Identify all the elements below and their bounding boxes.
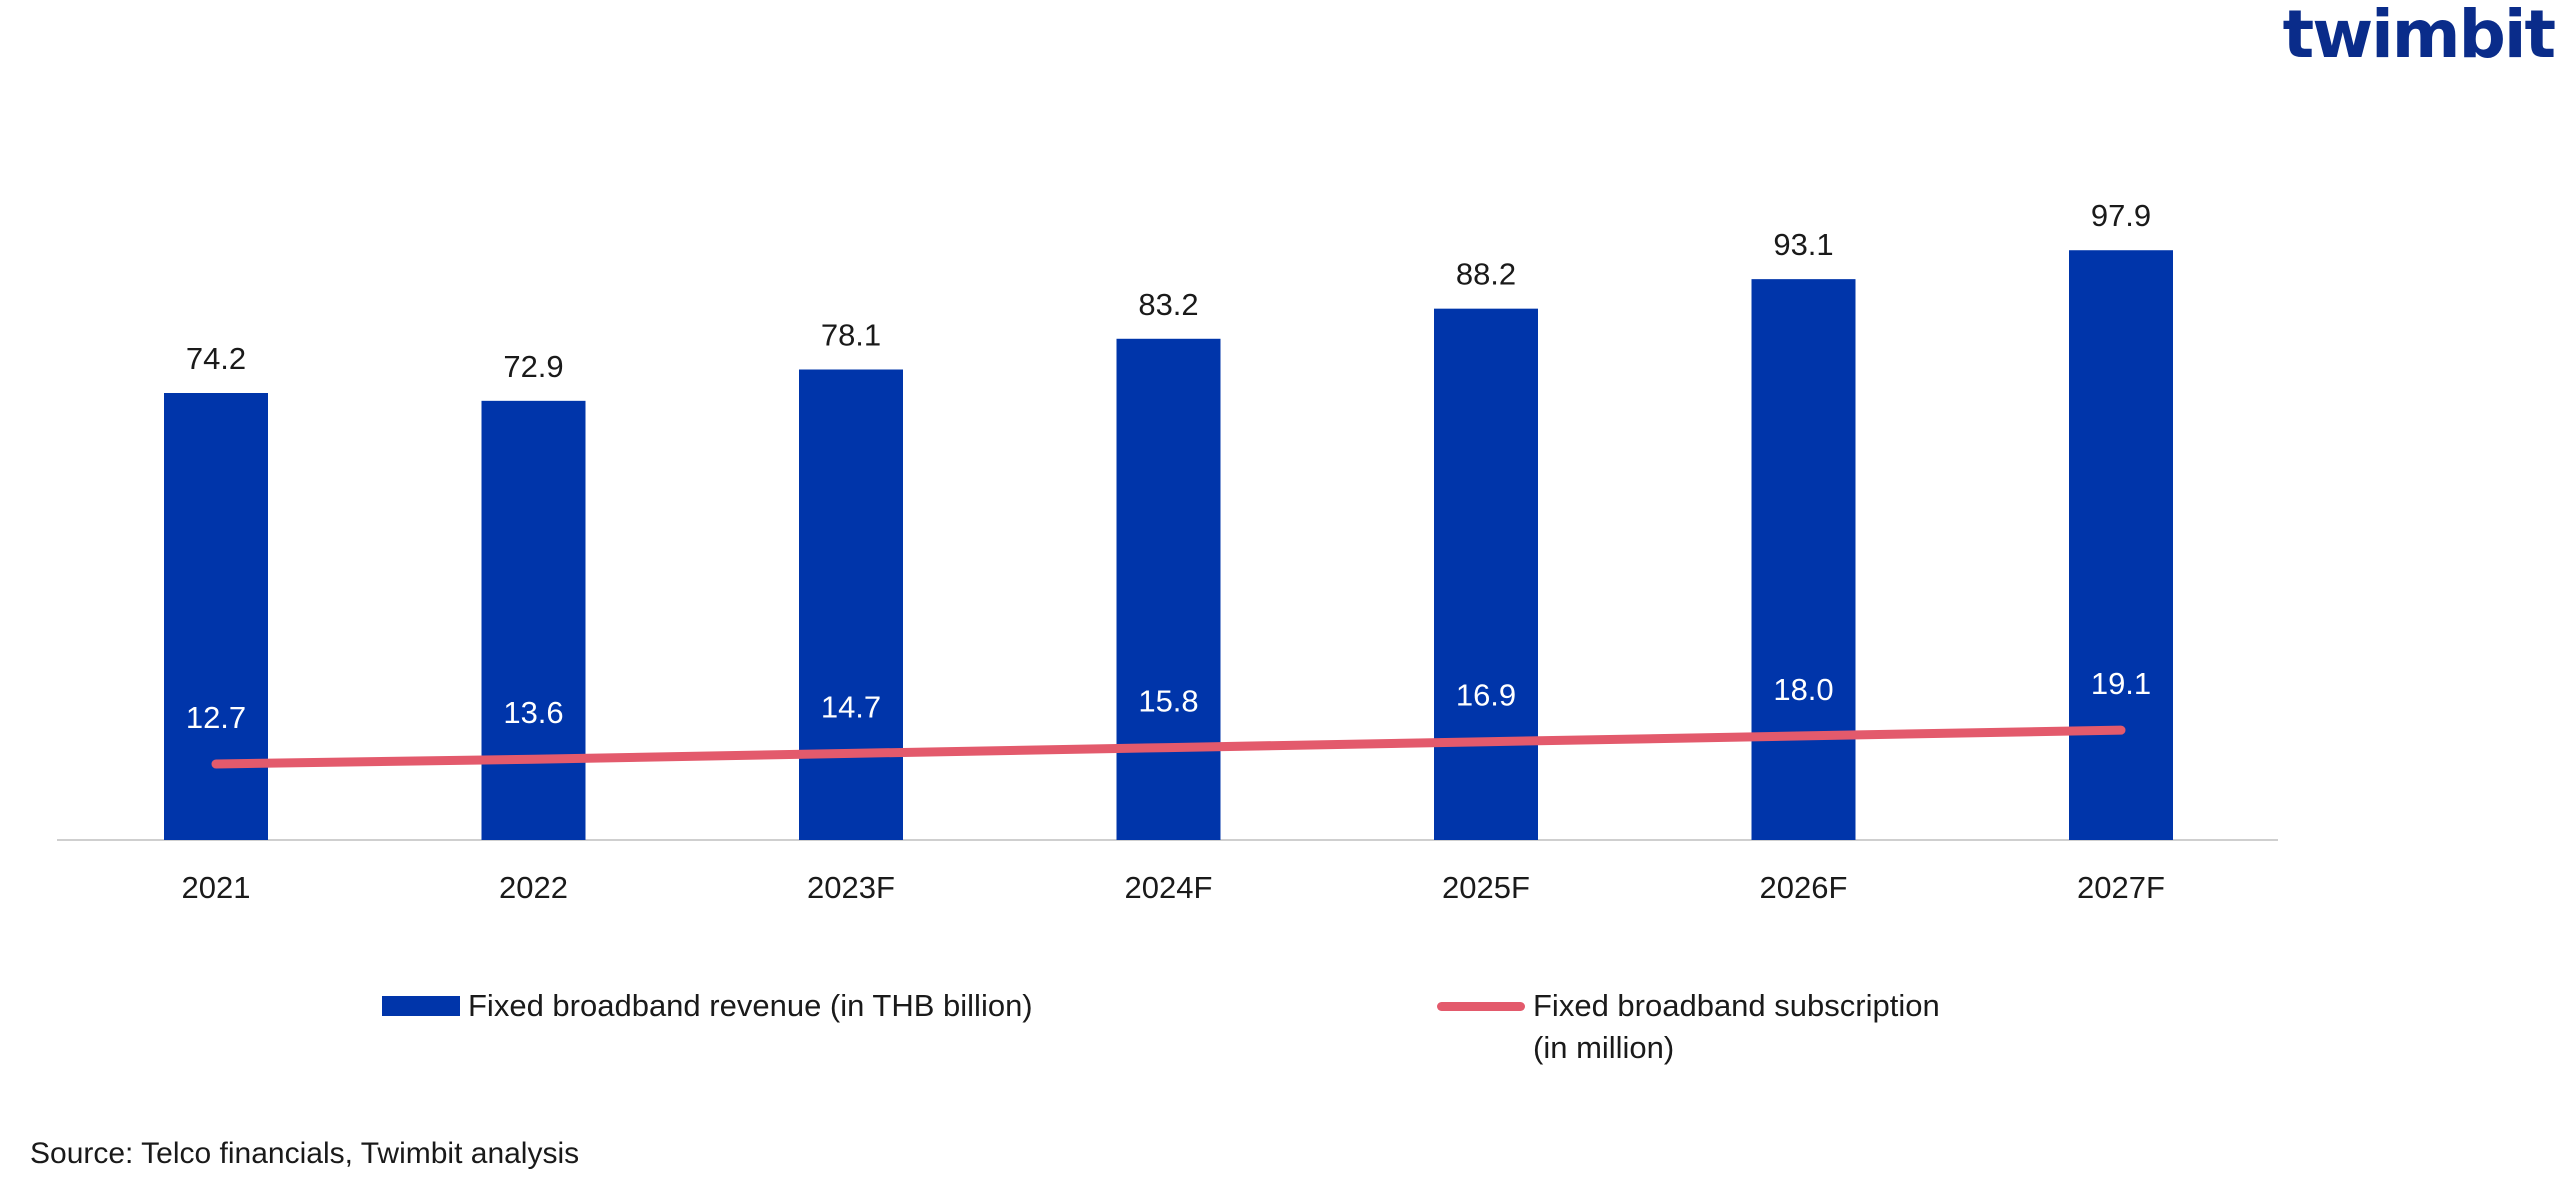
legend-label-subscription-line2: (in million) bbox=[1533, 1030, 1675, 1065]
revenue-bar bbox=[1434, 308, 1538, 840]
x-tick-label: 2023F bbox=[807, 870, 895, 905]
legend-line-swatch bbox=[1437, 1002, 1525, 1011]
subscription-data-label: 12.7 bbox=[186, 700, 246, 735]
legend-item-subscription: Fixed broadband subscription (in million… bbox=[1437, 985, 1940, 1069]
subscription-data-label: 14.7 bbox=[821, 689, 881, 724]
x-tick-label: 2027F bbox=[2077, 870, 2165, 905]
revenue-bar bbox=[164, 393, 268, 840]
revenue-data-label: 88.2 bbox=[1456, 257, 1516, 292]
revenue-data-label: 74.2 bbox=[186, 341, 246, 376]
x-tick-label: 2021 bbox=[182, 870, 251, 905]
subscription-line bbox=[211, 725, 2126, 769]
subscription-data-label: 19.1 bbox=[2091, 666, 2151, 701]
x-tick-label: 2025F bbox=[1442, 870, 1530, 905]
legend-item-revenue: Fixed broadband revenue (in THB billion) bbox=[382, 985, 1033, 1027]
legend-bar-swatch bbox=[382, 996, 460, 1016]
x-tick-label: 2026F bbox=[1760, 870, 1848, 905]
subscription-data-label: 18.0 bbox=[1773, 672, 1833, 707]
source-note: Source: Telco financials, Twimbit analys… bbox=[30, 1137, 580, 1170]
revenue-data-label: 83.2 bbox=[1138, 287, 1198, 322]
revenue-data-label: 93.1 bbox=[1773, 227, 1833, 262]
revenue-data-label: 78.1 bbox=[821, 318, 881, 353]
legend-label-revenue: Fixed broadband revenue (in THB billion) bbox=[468, 988, 1033, 1023]
x-tick-label: 2024F bbox=[1125, 870, 1213, 905]
subscription-data-label: 13.6 bbox=[503, 695, 563, 730]
legend-label-subscription-line1: Fixed broadband subscription bbox=[1533, 988, 1940, 1023]
logo-wordmark: twimbit bbox=[2282, 0, 2556, 73]
x-tick-label: 2022 bbox=[499, 870, 568, 905]
revenue-bar bbox=[2069, 250, 2173, 840]
subscription-data-label: 16.9 bbox=[1456, 678, 1516, 713]
revenue-data-label: 97.9 bbox=[2091, 198, 2151, 233]
subscription-data-label: 15.8 bbox=[1138, 684, 1198, 719]
revenue-bar bbox=[799, 369, 903, 840]
revenue-data-label: 72.9 bbox=[503, 349, 563, 384]
revenue-bar bbox=[1751, 279, 1856, 841]
revenue-bar bbox=[1116, 338, 1221, 840]
revenue-bar bbox=[481, 400, 586, 840]
